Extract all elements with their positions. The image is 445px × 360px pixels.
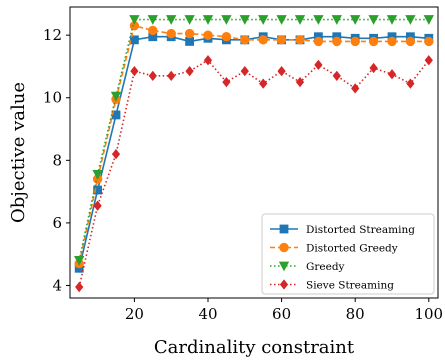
data-point	[129, 15, 140, 25]
data-point	[75, 281, 84, 293]
data-point	[166, 28, 176, 39]
data-point	[166, 15, 177, 25]
data-point	[368, 36, 379, 47]
data-point	[276, 15, 287, 25]
data-point	[74, 256, 85, 266]
data-point	[258, 35, 268, 45]
x-tick-label: 20	[125, 305, 144, 323]
data-point	[369, 62, 378, 74]
x-tick-label: 80	[346, 305, 365, 323]
data-point	[185, 66, 194, 77]
data-point	[277, 66, 286, 77]
data-point	[148, 25, 158, 36]
data-point	[405, 15, 416, 25]
series-distorted-greedy	[74, 21, 434, 269]
data-point	[332, 36, 342, 47]
legend-entry: Distorted Greedy	[270, 242, 398, 254]
x-tick-label: 40	[198, 305, 217, 323]
legend-label: Greedy	[306, 261, 345, 273]
y-tick-label: 8	[52, 151, 62, 169]
data-point	[368, 15, 379, 25]
data-point	[239, 15, 250, 25]
legend-label: Sieve Streaming	[306, 279, 394, 291]
data-point	[93, 200, 102, 211]
legend-label: Distorted Streaming	[306, 224, 415, 236]
legend-marker	[279, 242, 289, 253]
legend-marker	[279, 224, 289, 234]
data-point	[184, 15, 195, 25]
data-point	[387, 69, 397, 80]
data-point	[110, 91, 122, 102]
data-point	[350, 36, 360, 47]
legend: Distorted Streaming Distorted Greedy Greed…	[261, 213, 435, 295]
data-point	[129, 35, 139, 45]
data-point	[93, 185, 102, 195]
data-point	[295, 35, 305, 45]
x-tick-label: 60	[272, 305, 291, 323]
y-axis-label: Objective value	[8, 82, 29, 223]
y-tick-label: 12	[43, 26, 62, 44]
data-point	[92, 170, 103, 180]
data-point	[350, 15, 361, 25]
data-point	[221, 15, 232, 25]
data-point	[331, 15, 342, 25]
data-point	[240, 35, 250, 45]
data-point	[405, 36, 416, 47]
data-point	[203, 55, 213, 66]
y-tick-label: 6	[52, 214, 62, 232]
data-point	[313, 36, 324, 47]
legend-label: Distorted Greedy	[306, 242, 398, 254]
data-point	[258, 15, 269, 25]
data-point	[147, 15, 158, 25]
x-axis-label: Cardinality constraint	[154, 337, 355, 358]
data-point	[240, 66, 249, 77]
plot-area	[74, 15, 434, 293]
data-point	[386, 15, 398, 25]
y-tick-label: 4	[52, 276, 62, 294]
legend-box	[261, 213, 435, 295]
x-tick-label: 100	[414, 305, 443, 323]
x-axis: 20 40 60 80 100	[125, 298, 443, 323]
data-point	[148, 70, 157, 81]
data-point	[314, 59, 323, 71]
data-point	[424, 36, 434, 47]
legend-entry: Distorted Streaming	[270, 224, 415, 236]
data-point	[423, 15, 434, 25]
legend-marker	[278, 261, 290, 272]
data-point	[185, 37, 195, 46]
series-line	[78, 59, 430, 288]
data-point	[406, 78, 415, 89]
y-axis: 4 6 8 10 12	[43, 26, 70, 294]
data-point	[387, 36, 397, 47]
data-point	[294, 15, 306, 25]
legend-entry: Sieve Streaming	[270, 279, 394, 291]
data-point	[351, 83, 360, 94]
data-point	[111, 148, 121, 160]
series-sieve-streaming	[75, 55, 433, 293]
data-point	[259, 78, 268, 89]
data-point	[295, 76, 305, 88]
legend-marker	[279, 279, 289, 290]
axes-frame	[69, 6, 439, 299]
data-point	[313, 15, 324, 25]
data-point	[130, 66, 139, 77]
data-point	[184, 28, 195, 39]
data-point	[202, 15, 214, 25]
data-point	[276, 35, 287, 45]
data-point	[424, 55, 433, 66]
legend-entry: Greedy	[270, 261, 345, 273]
data-point	[332, 70, 341, 81]
data-point	[221, 32, 232, 42]
data-point	[167, 70, 176, 81]
series-greedy	[74, 15, 434, 266]
data-point	[203, 30, 213, 40]
data-point	[222, 76, 231, 88]
y-tick-label: 10	[43, 89, 62, 107]
